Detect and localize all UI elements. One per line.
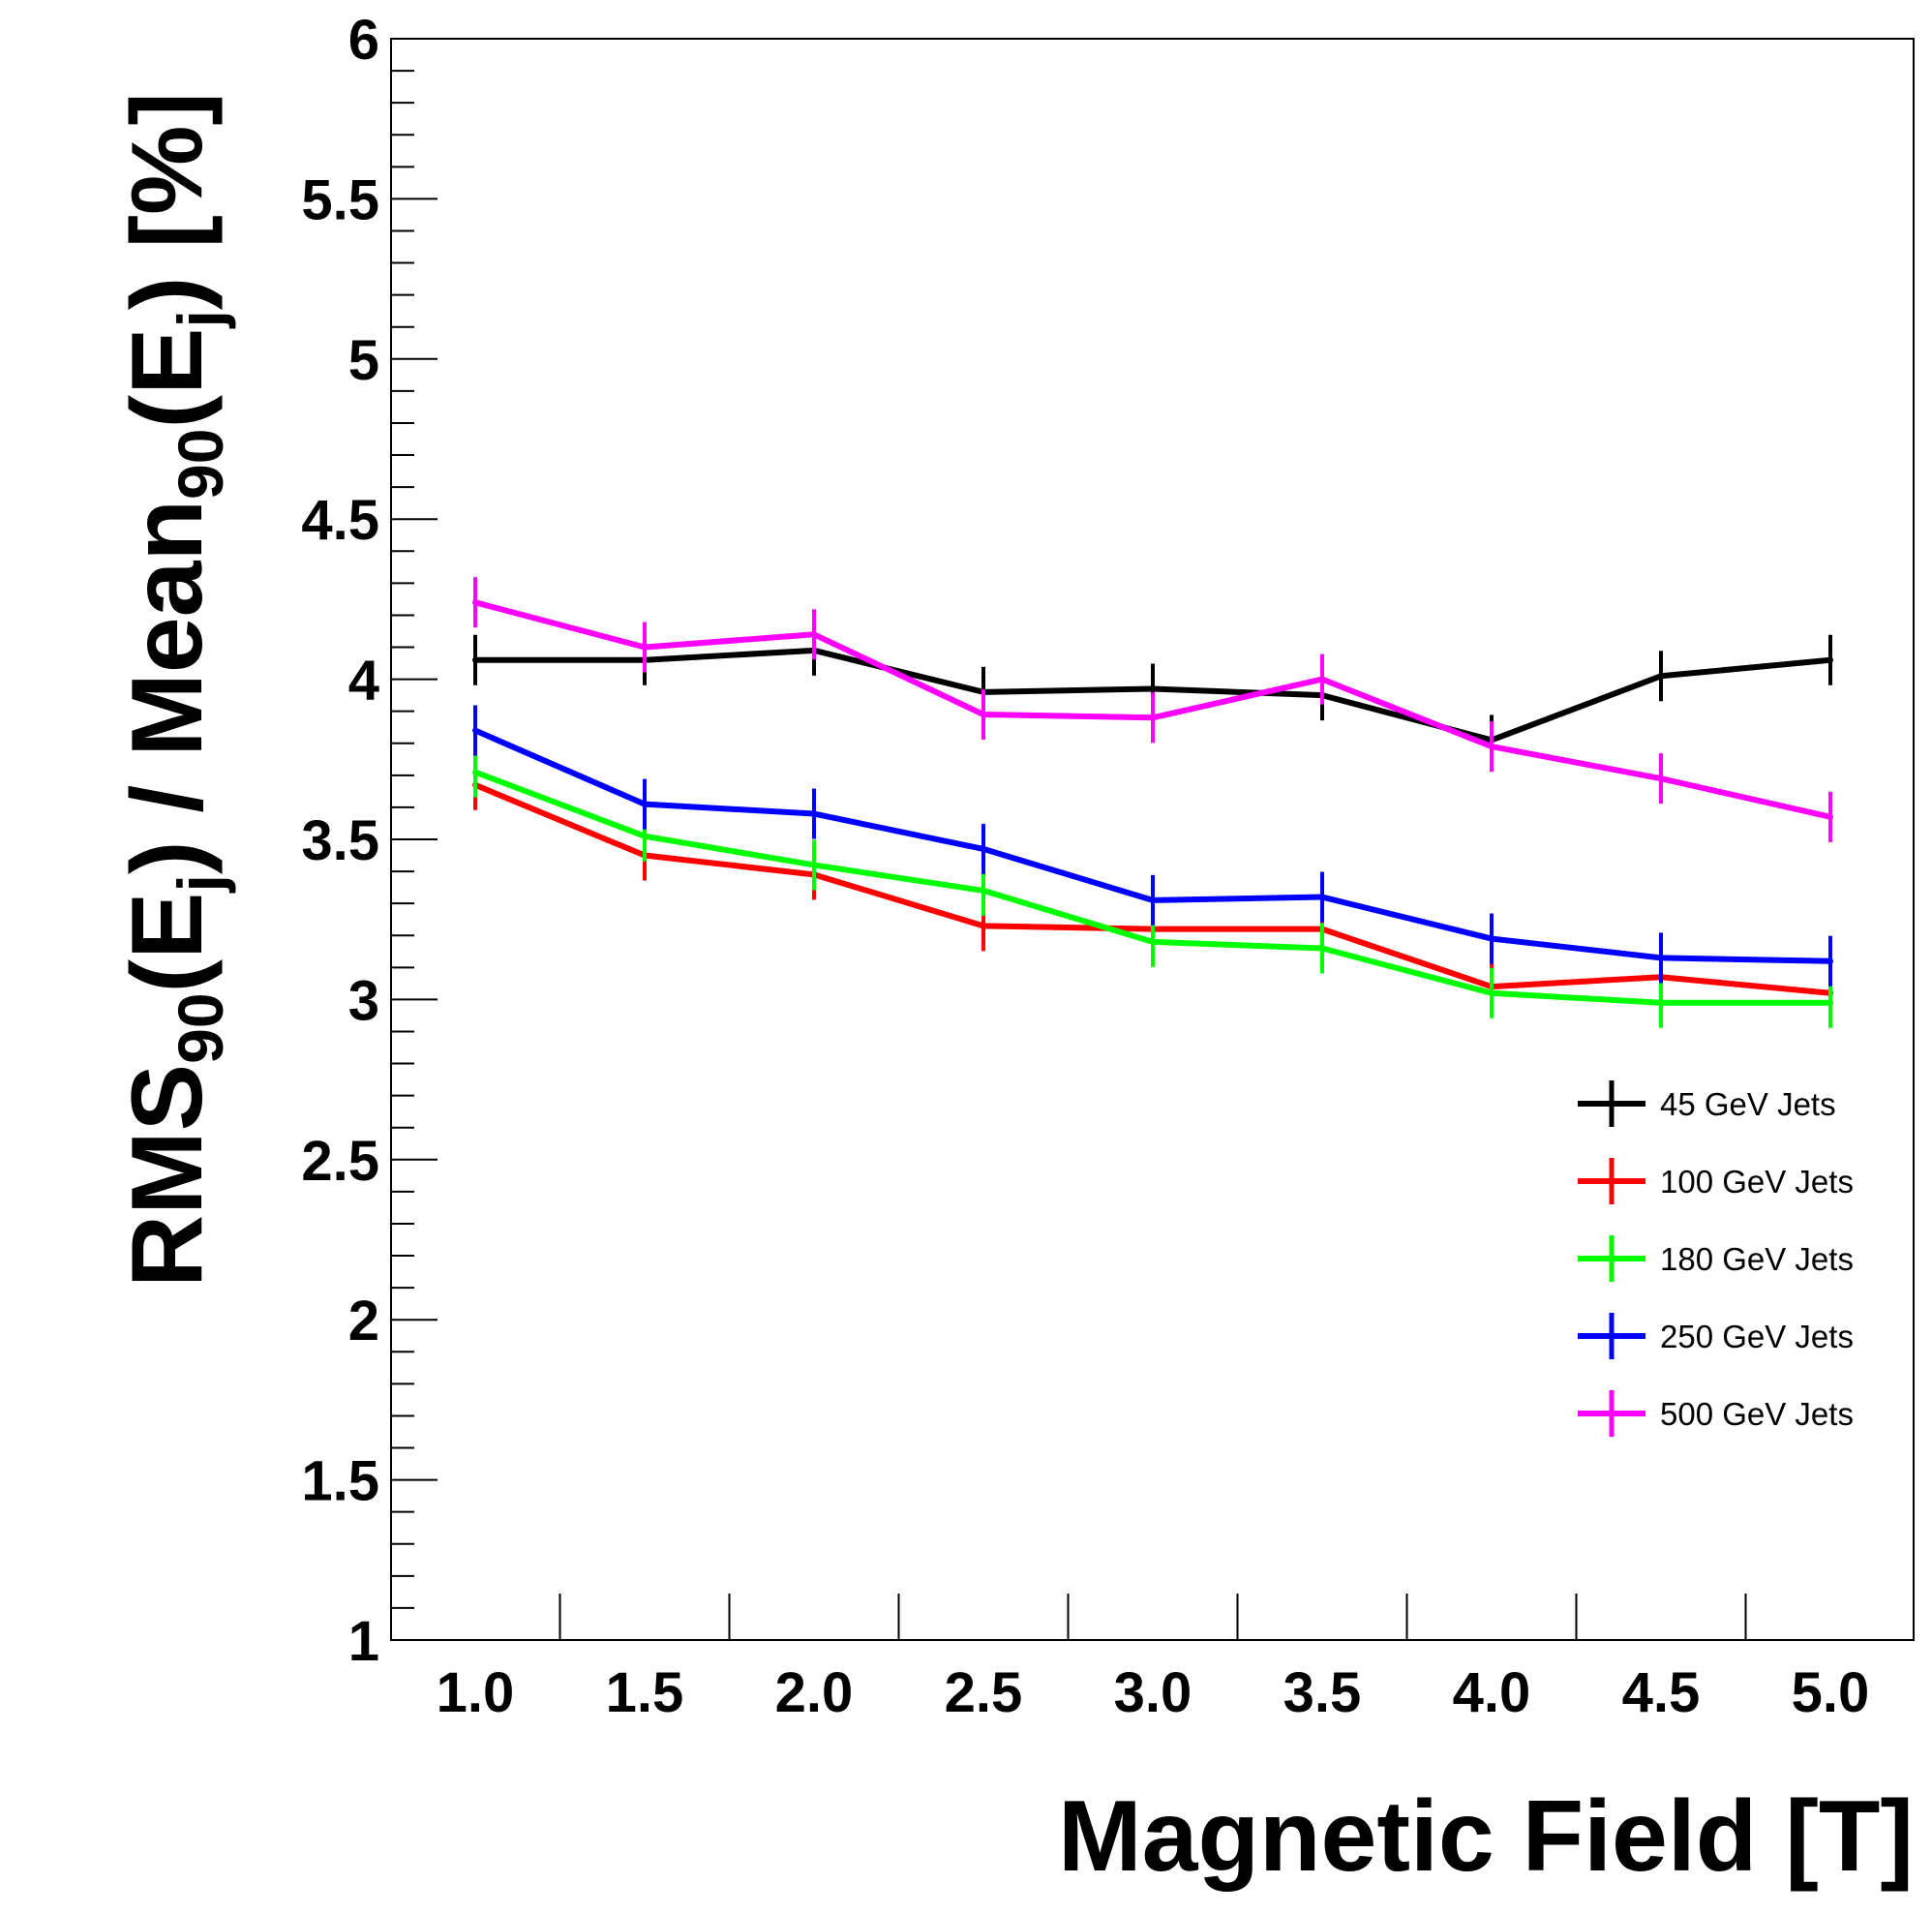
data-point [1319,676,1325,683]
y-axis: 1 1.5 2 2.5 3 3.5 4 4.5 5 5.5 6 [301,9,438,1673]
data-point [1658,673,1664,680]
y-title-text: RMS [111,1064,224,1288]
x-tick-label: 3.5 [1283,1661,1362,1724]
data-point [1150,896,1156,903]
data-point [472,599,478,606]
data-point [1150,938,1156,945]
legend-label: 500 GeV Jets [1660,1396,1854,1432]
legend-label: 100 GeV Jets [1660,1164,1854,1200]
legend-label: 45 GeV Jets [1660,1086,1836,1122]
series-500-gev-jets [472,577,1833,842]
legend-label: 180 GeV Jets [1660,1241,1854,1277]
y-title-subscript: 90 [165,992,236,1063]
x-tick-label: 1.5 [606,1661,684,1724]
x-tick-label: 3.0 [1114,1661,1192,1724]
y-tick-label: 3.5 [301,809,379,872]
x-tick-label: 2.0 [775,1661,854,1724]
y-title-subscript: j [165,310,236,329]
y-axis-title: RMS90(Ej) / Mean90(Ej) [%] [111,92,236,1288]
y-tick-label: 1 [348,1610,379,1673]
data-point [1150,685,1156,692]
legend: 45 GeV Jets 100 GeV Jets 180 GeV Jets 250 G… [1578,1080,1854,1437]
data-point [981,711,986,717]
y-title-text: (E [111,328,224,429]
data-point [642,833,648,839]
data-point [1489,935,1494,942]
x-axis: 1.0 1.5 2.0 2.5 3.0 3.5 4.0 4.5 5.0 [437,1594,1870,1724]
data-point [1658,999,1664,1006]
y-tick-label: 3 [348,969,379,1032]
y-tick-label: 6 [348,9,379,72]
x-tick-label: 4.0 [1453,1661,1531,1724]
data-point [472,727,478,734]
y-tick-label: 1.5 [301,1450,379,1513]
x-tick-label: 1.0 [437,1661,515,1724]
data-point [1319,894,1325,900]
data-point [472,656,478,663]
data-point [1658,775,1664,782]
data-point [1827,999,1833,1006]
x-tick-label: 5.0 [1792,1661,1870,1724]
data-point [1827,813,1833,820]
y-tick-label: 2 [348,1290,379,1352]
data-point [811,631,817,638]
data-point [1489,989,1494,996]
y-tick-label: 5 [348,329,379,392]
y-tick-label: 2.5 [301,1130,379,1193]
legend-label: 250 GeV Jets [1660,1319,1854,1354]
data-point [811,862,817,868]
y-title-subscript: 90 [165,429,236,500]
y-title-text: ) / Mean [111,500,224,874]
data-point [1489,744,1494,750]
data-point [1827,656,1833,663]
y-tick-label: 4.5 [301,489,379,552]
y-tick-label: 5.5 [301,168,379,231]
x-axis-title: Magnetic Field [T] [1058,1780,1914,1893]
data-point [811,810,817,817]
data-point [1150,714,1156,721]
data-point [1827,957,1833,964]
data-point [1658,955,1664,961]
series-layer [472,577,1833,1028]
x-tick-label: 2.5 [945,1661,1023,1724]
y-title-text: (E [111,892,224,992]
data-point [981,887,986,894]
x-tick-label: 4.5 [1622,1661,1701,1724]
data-point [642,801,648,807]
y-title-subscript: j [165,874,236,894]
data-point [981,845,986,852]
data-point [642,644,648,651]
y-tick-label: 4 [348,650,379,713]
y-title-text: ) [%] [111,92,224,310]
data-point [472,769,478,775]
data-point [1319,945,1325,952]
series-250-gev-jets [472,705,1833,987]
data-point [981,923,986,929]
